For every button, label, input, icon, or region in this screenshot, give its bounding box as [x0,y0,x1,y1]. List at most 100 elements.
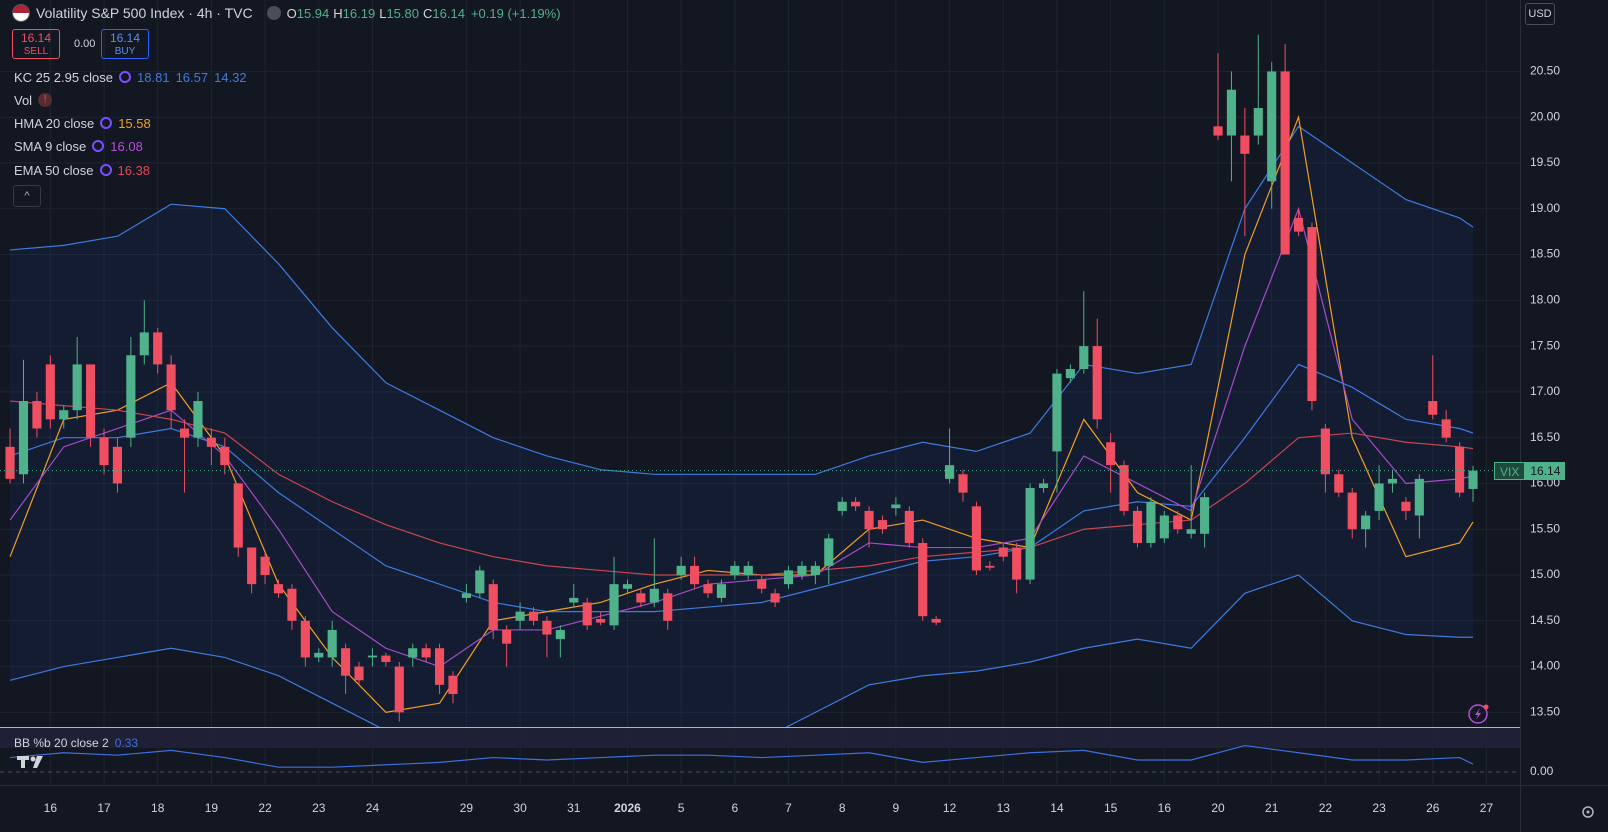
y-tick-label: 17.00 [1530,384,1560,398]
legend-value: 16.38 [117,162,151,178]
symbol-tag: VIX [1494,461,1526,480]
candle-body [555,629,565,640]
candle-body [542,620,552,635]
candle-body [998,547,1008,557]
candle-body [837,501,847,511]
ohlc-key: L [379,5,387,21]
pane-legend: BB %b 20 close 2 0.33 [14,736,138,750]
candle-body [502,629,512,644]
candle-body [864,510,874,530]
candle-body [32,401,42,429]
x-tick-label: 15 [1104,801,1118,815]
candle-body [1428,401,1438,415]
candle-body [1267,71,1277,182]
x-tick-label: 18 [151,801,165,815]
candle-body [971,506,981,571]
candle-body [448,675,458,695]
indicator-line [9,363,1474,613]
candle-body [260,556,270,576]
sell-button[interactable]: 16.14 SELL [12,29,60,59]
x-tick-label: 29 [460,801,474,815]
candle-body [1119,465,1129,511]
buy-price: 16.14 [109,31,141,45]
ohlc-item: L 15.80 [379,6,419,21]
pane-band [0,728,1520,748]
candle-body [985,565,995,568]
candle-body [193,401,203,438]
candle-body [126,355,136,438]
legend-name: KC 25 2.95 close [14,69,114,85]
y-tick-label: 15.00 [1530,567,1560,581]
candle-body [1146,501,1156,543]
legend-icon [100,117,113,129]
x-tick-label: 16 [1158,801,1172,815]
collapse-button[interactable]: ^ [13,185,41,207]
settings-icon[interactable] [1582,806,1594,818]
legend-icon [99,164,112,176]
candle-body [743,565,753,576]
main-plot [0,34,1520,727]
candle-body [1361,515,1371,530]
candle-body [730,565,740,576]
legend-value: 16.08 [110,138,143,154]
symbol-title: Volatility S&P 500 Index · 4h · TVC [36,5,253,21]
candle-body [596,618,606,623]
candle-body [1092,346,1102,420]
y-tick-label: 17.50 [1530,338,1560,352]
x-tick-label: 6 [731,801,738,815]
legend-icon [92,140,105,152]
flag-icon [12,4,30,22]
x-tick-label: 13 [997,801,1011,815]
x-tick-label: 2026 [614,801,641,815]
candle-body [851,501,861,507]
legend-name: SMA 9 close [14,138,87,154]
candle-body [1240,135,1250,154]
y-tick-label: 18.50 [1530,247,1560,261]
pane-name: BB %b 20 close 2 [14,736,109,750]
ohlc-value: 15.80 [386,5,419,21]
candle-body [327,629,337,658]
legend-value: 14.32 [214,69,247,85]
last-price: 16.14 [1525,461,1566,480]
legend-value: 15.58 [118,115,151,131]
candle-body [891,504,901,509]
candle-body [273,584,284,594]
lightning-icon[interactable] [1468,704,1489,724]
candle-body [757,579,767,589]
candle-body [515,611,525,621]
candle-body [86,364,96,438]
currency-button[interactable]: USD [1525,3,1555,25]
candle-body [1441,419,1451,438]
x-tick-label: 12 [943,801,957,815]
y-tick-label: 14.50 [1530,613,1560,627]
candle-body [394,666,404,713]
candle-body [528,611,539,621]
pane-readout: 0.33 [114,736,139,750]
y-tick-label: 20.50 [1530,64,1560,78]
candle-body [1025,488,1035,580]
candle-body [367,655,378,658]
candle-body [153,332,163,365]
candle-body [408,648,418,658]
candle-body [649,588,659,603]
candle-body [810,565,820,576]
y-tick-label: 15.50 [1530,521,1560,535]
buy-button[interactable]: 16.14 BUY [101,29,149,59]
candle-body [1320,428,1330,475]
candle-body [99,437,109,466]
candle-body [1334,474,1344,493]
candle-body [1401,501,1411,511]
candle-body [314,652,324,658]
x-tick-label: 24 [366,801,380,815]
candle-body [1132,510,1143,543]
candle-body [797,565,807,576]
candle-body [233,483,243,548]
last-price-label: VIX 16.14 [1494,461,1566,480]
ohlc-key: H [333,5,343,21]
candle-body [434,648,445,685]
candle-body [1052,373,1062,452]
candle-body [690,565,700,585]
candle-body [1414,478,1424,516]
candle-body [1280,71,1290,255]
